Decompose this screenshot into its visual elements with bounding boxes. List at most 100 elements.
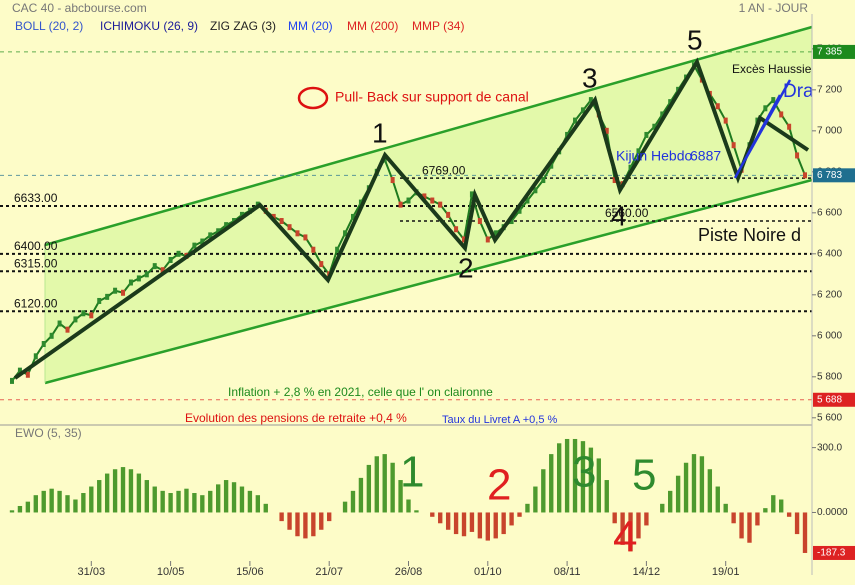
price-point [549, 162, 554, 169]
ewo-bar [525, 503, 530, 513]
ewo-bar [81, 493, 86, 513]
price-point [446, 211, 451, 218]
price-point [565, 131, 570, 138]
ewo-bar [564, 438, 570, 513]
ewo-annotation: 3 [572, 448, 596, 497]
price-point [144, 271, 149, 278]
price-point [438, 201, 443, 208]
ewo-bar [279, 512, 284, 522]
price-point [771, 97, 776, 104]
price-point [208, 232, 213, 239]
ewo-bar [691, 454, 697, 513]
ewo-bar [41, 490, 46, 513]
price-point [462, 236, 467, 243]
ewo-bar [604, 480, 609, 513]
level-label: 6120.00 [14, 296, 58, 310]
price-point [343, 230, 348, 237]
annotation: 3 [582, 62, 598, 93]
price-point [128, 279, 133, 286]
ewo-bar [152, 486, 157, 513]
ewo-bar [184, 488, 189, 513]
ewo-bar [794, 512, 800, 535]
ewo-bar [25, 501, 31, 513]
price-point [176, 250, 181, 257]
price-point [295, 230, 300, 237]
x-tick-label: 31/03 [78, 566, 106, 578]
price-point [493, 230, 498, 237]
price-marker-label: 5 688 [817, 394, 842, 405]
ewo-bar [763, 508, 768, 513]
price-point [49, 332, 54, 339]
y-tick-label: 6 200 [817, 289, 842, 300]
ewo-bar [644, 512, 649, 526]
indicator-label: MM (20) [288, 19, 333, 33]
ewo-bar [406, 499, 411, 513]
price-point [580, 107, 585, 114]
ewo-bar [136, 473, 142, 513]
x-tick-label: 08/11 [554, 566, 581, 578]
ewo-bar [208, 490, 213, 513]
ewo-annotation: 4 [613, 513, 637, 562]
drapeau-line [743, 79, 792, 161]
level-label: 6400.00 [14, 239, 58, 253]
indicator-label: ICHIMOKU (26, 9) [100, 19, 198, 33]
y-tick-label: 6 600 [817, 207, 842, 218]
annotation: Inflation + 2,8 % en 2021, celle que l' … [228, 385, 493, 399]
ewo-annotation: 1 [400, 448, 424, 497]
x-tick-label: 14/12 [633, 566, 661, 578]
price-point [319, 261, 324, 268]
ewo-bar [453, 512, 459, 535]
ewo-bar [628, 512, 633, 552]
ewo-bar [755, 512, 760, 526]
ewo-bar [438, 512, 443, 524]
ewo-bar [707, 469, 713, 513]
level-label: 6560.00 [605, 206, 649, 220]
ewo-bar [9, 510, 15, 513]
ewo-bar [398, 480, 403, 513]
price-point [113, 287, 118, 294]
ewo-bar [144, 480, 149, 513]
price-point [469, 191, 474, 198]
ewo-bar [580, 441, 586, 513]
price-point [787, 123, 792, 130]
price-point [731, 142, 736, 149]
ewo-bar [739, 512, 744, 539]
ewo-bar [112, 469, 118, 513]
ewo-bar [215, 484, 221, 513]
axis-panel [812, 0, 855, 580]
ewo-bar [549, 454, 554, 513]
price-point [358, 199, 363, 206]
annotation: 5 [687, 24, 703, 55]
ewo-bar [128, 469, 134, 513]
ewo-bar [255, 495, 261, 513]
price-point [477, 218, 482, 225]
ewo-bar [295, 512, 300, 537]
ewo-bar [358, 477, 364, 513]
x-tick-label: 19/01 [712, 566, 740, 578]
price-point [335, 246, 340, 253]
price-point [573, 117, 578, 124]
price-marker-box [813, 545, 855, 560]
price-point [287, 224, 292, 231]
price-point [588, 97, 593, 104]
ewo-bar [200, 495, 205, 513]
indicator-label: ZIG ZAG (3) [210, 19, 276, 33]
price-marker-label: 7 385 [817, 47, 842, 58]
indicator-label: MMP (34) [412, 19, 464, 33]
ewo-title: EWO (5, 35) [15, 426, 82, 440]
ewo-bar [327, 512, 332, 522]
price-point [715, 103, 720, 110]
ewo-bar [533, 486, 538, 513]
price-point [121, 289, 126, 296]
ewo-bar [675, 475, 681, 513]
price-point [57, 320, 62, 327]
ewo-bar [374, 456, 379, 513]
price-marker-box [813, 44, 855, 59]
y-tick-label: 7 000 [817, 125, 842, 136]
ewo-bar [311, 512, 316, 537]
ewo-bar [556, 443, 562, 513]
price-point [160, 267, 165, 274]
annotation: Pull- Back sur support de canal [335, 89, 529, 105]
price-point [723, 117, 728, 124]
